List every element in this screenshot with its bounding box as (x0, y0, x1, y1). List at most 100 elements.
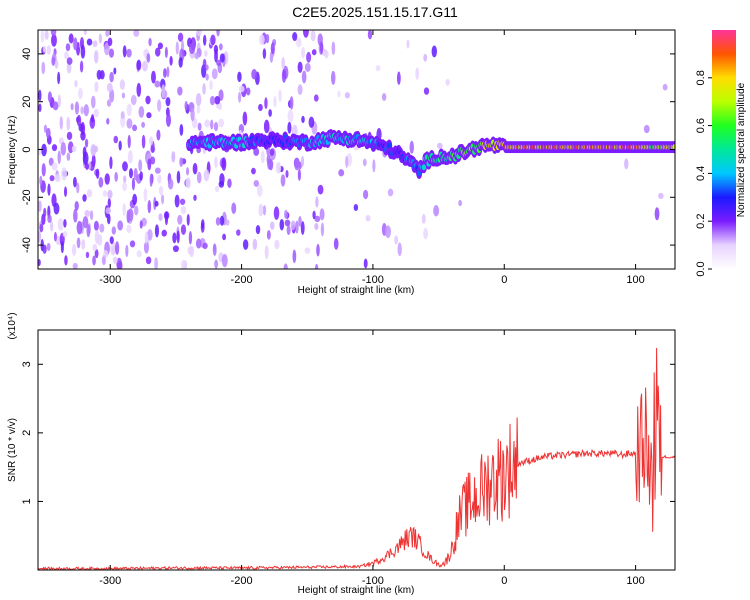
colorbar-gradient (712, 30, 736, 269)
spectrogram-noise-cell (219, 53, 225, 63)
spectrogram-noise-cell (337, 90, 341, 98)
spectrogram-noise-cell (51, 33, 57, 47)
spectrogram-noise-cell (292, 249, 297, 263)
spectrogram-noise-cell (131, 177, 136, 191)
spectrogram-noise-cell (149, 136, 154, 146)
spectrogram-noise-cell (38, 230, 42, 243)
spectrogram-noise-cell (189, 42, 195, 55)
spectrogram-noise-cell (211, 68, 218, 80)
spectrogram-noise-cell (94, 248, 99, 259)
spectrogram-noise-cell (362, 158, 367, 167)
spectrogram-noise-cell (242, 239, 249, 250)
spectrogram-noise-cell (221, 253, 228, 268)
spectrogram-noise-cell (423, 87, 430, 95)
spectrogram-noise-cell (61, 167, 67, 181)
spectrogram-noise-cell (256, 184, 263, 197)
colorbar-label: Normalized spectral amplitude (736, 82, 747, 217)
spectrogram-noise-cell (423, 227, 429, 240)
spectrogram-noise-cell (113, 67, 117, 75)
spectrogram-noise-cell (172, 245, 179, 253)
spectrogram-noise-cell (205, 73, 209, 81)
spectrogram-noise-cell (76, 182, 80, 194)
spectrogram-noise-cell (126, 224, 132, 234)
spectrogram-noise-cell (139, 171, 143, 181)
spectrogram-noise-cell (102, 190, 108, 198)
spectrogram-noise-cell (180, 205, 187, 215)
spectrogram-noise-cell (204, 49, 208, 57)
snr-ticks: -300 -200 -100 0 100 1 2 3 (21, 330, 675, 587)
spectrogram-noise-cell (287, 121, 292, 134)
snr-xtick-label: -100 (362, 575, 384, 587)
spectrogram-noise-cell (251, 69, 258, 80)
spectrogram-noise-cell (210, 34, 216, 46)
spectrogram-noise-cell (142, 60, 148, 72)
spectrogram-noise-cell (136, 59, 142, 71)
spectrogram-noise-cell (154, 47, 161, 57)
spectrogram-noise-cell (266, 229, 271, 240)
spectrogram-noise-cell (202, 34, 207, 46)
spectrogram-noise-cell (409, 140, 414, 154)
spectrogram-noise-cell (624, 158, 629, 170)
spectrogram-noise-cell (136, 82, 142, 97)
spectrogram-noise-cell (227, 178, 232, 189)
spectrogram-noise-cell (49, 175, 55, 182)
spectrogram-noise-cell (141, 121, 146, 128)
spectrogram-noise-cell (263, 119, 270, 134)
spectrogram-noise-cell (53, 202, 60, 215)
spectrogram-noise-cell (66, 57, 73, 65)
spectrogram-noise-cell (132, 193, 138, 206)
spectrogram-noise-cell (275, 161, 282, 174)
spectrogram-noise-cell (150, 156, 156, 165)
spectrogram-noise-cell (268, 109, 272, 117)
spectrogram-noise-cell (436, 142, 443, 149)
spectrogram-noise-cell (81, 239, 86, 250)
spectrogram-noise-cell (175, 41, 179, 55)
spectrogram-noise-cell (49, 221, 54, 232)
spectrogram-noise-cell (201, 219, 205, 229)
spectrogram-noise-cell (381, 93, 387, 101)
spectrogram-noise-cell (72, 262, 78, 269)
spectrogram-noise-cell (166, 66, 170, 78)
spectrogram-noise-cell (105, 30, 110, 37)
spectrogram-noise-cell (281, 68, 287, 83)
spectrogram-noise-cell (47, 183, 51, 196)
spectrogram-noise-cell (101, 254, 107, 266)
spectrogram-noise-cell (122, 203, 126, 216)
spectrogram-noise-cell (218, 118, 225, 128)
spectrogram-noise-cell (117, 220, 124, 231)
spectrogram-noise-cell (43, 207, 47, 218)
spectrogram-noise-cell (122, 182, 127, 192)
spectrogram-noise-cell (82, 194, 87, 202)
spectrogram-noise-cell (163, 68, 167, 78)
spectrogram-noise-cell (62, 230, 68, 238)
spectrogram-noise-cell (190, 107, 195, 122)
spectrogram-noise-cell (82, 151, 89, 165)
spectrogram-noise-cell (136, 250, 142, 258)
spectrogram-noise-cell (193, 194, 197, 201)
spectrogram-noise-cell (145, 256, 152, 265)
spectrogram-noise-cell (178, 57, 183, 68)
snr-xtick-label: 0 (501, 575, 507, 587)
spectrogram-noise-cell (210, 119, 214, 130)
spectrogram-noise-cell (80, 121, 86, 136)
spectrogram-noise-cell (258, 203, 264, 217)
spectrogram-noise-cell (86, 189, 93, 198)
spectrogram-noise-cell (287, 109, 294, 123)
spectrogram-noise-cell (57, 150, 61, 164)
spectrogram-noise-cell (57, 71, 61, 85)
spectrogram-noise-cell (662, 83, 668, 91)
spectrogram-noise-cell (76, 114, 82, 127)
spectrogram-noise-cell (94, 81, 99, 93)
spectrogram-noise-cell (123, 175, 127, 183)
snr-ylabel: SNR (10 * v/v) (7, 418, 18, 482)
spectrogram-noise-cell (133, 30, 140, 37)
spectrogram-noise-cell (189, 245, 195, 258)
spectrogram-noise-cell (86, 38, 93, 46)
spectrogram-noise-cell (121, 92, 126, 99)
spectrogram-noise-cell (180, 259, 187, 269)
spectrogram-noise-cell (316, 243, 320, 257)
spectrogram-noise-cell (51, 162, 58, 171)
spectrogram-noise-cell (286, 225, 291, 236)
spectrogram-noise-cell (176, 170, 181, 184)
colorbar: 0.0 0.2 0.4 0.6 0.8 Normalized spectral ampl… (695, 30, 747, 277)
